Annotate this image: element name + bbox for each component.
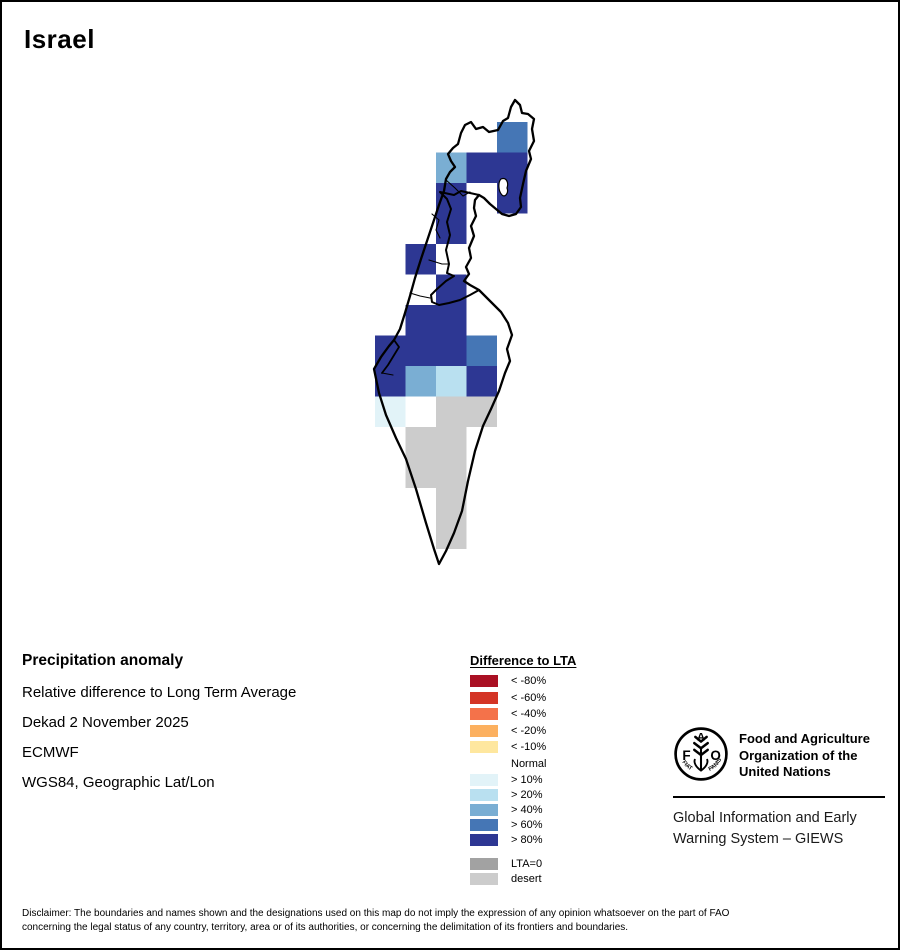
legend-label: < -60% (511, 691, 547, 704)
legend-item-normal: Normal (470, 758, 620, 770)
info-heading: Precipitation anomaly (22, 652, 184, 669)
legend-item-neg40: < -40% (470, 708, 620, 720)
fao-logo-letter-f: F (682, 748, 690, 763)
legend-item-neg20: < -20% (470, 724, 620, 737)
legend-swatch-pos60 (470, 819, 498, 831)
info-line-dekad: Dekad 2 November 2025 (22, 714, 189, 731)
legend-label: Normal (511, 757, 547, 770)
map-cell-pos80 (436, 335, 467, 366)
legend-swatch-pos10 (470, 774, 498, 786)
legend-swatch-lta0 (470, 858, 498, 870)
fao-block: F O A FIAT PANIS Food and Agriculture Or… (673, 726, 885, 850)
fao-org-line: Food and Agriculture (739, 731, 870, 746)
legend-item-neg60: < -60% (470, 691, 620, 704)
legend-title: Difference to LTA (470, 653, 577, 668)
info-line-projection: WGS84, Geographic Lat/Lon (22, 774, 215, 791)
legend-item-pos80: > 80% (470, 834, 620, 846)
legend-label: > 60% (511, 819, 543, 831)
legend-label: < -40% (511, 708, 547, 720)
map-cell-pos60 (466, 335, 497, 366)
map-cell-pos20 (436, 366, 467, 397)
map-cell-pos80 (466, 366, 497, 397)
legend-label: > 40% (511, 804, 543, 816)
legend-swatch-pos20 (470, 789, 498, 801)
legend-swatch-neg10 (470, 741, 498, 753)
fao-logo-letter-o: O (710, 748, 720, 763)
gaza-boundary (381, 339, 400, 374)
fao-logo-icon: F O A FIAT PANIS (674, 727, 728, 781)
legend-swatch-neg40 (470, 708, 498, 720)
map-cell-desert (466, 396, 497, 427)
legend-item-pos10: > 10% (470, 774, 620, 786)
legend-item-neg80: < -80% (470, 675, 620, 687)
legend-item-desert: desert (470, 873, 620, 885)
fao-divider (673, 796, 885, 798)
legend-label: < -20% (511, 724, 547, 737)
legend: Difference to LTA < -80% < -60% < -40% < -2… (470, 653, 620, 888)
map-cell-normal (405, 396, 436, 427)
legend-items: < -80% < -60% < -40% < -20% < -10% Normal > 10… (470, 675, 620, 885)
legend-swatch-pos40 (470, 804, 498, 816)
map-cell-desert (436, 518, 467, 549)
map-cell-pos80 (436, 274, 467, 305)
map-cell-pos60 (497, 122, 528, 153)
giews-caption: Global Information and Early Warning Sys… (673, 808, 885, 850)
west-bank-boundary (430, 190, 480, 306)
map-cell-desert (436, 457, 467, 488)
info-line-source: ECMWF (22, 744, 79, 761)
giews-line: Warning System – GIEWS (673, 831, 844, 847)
legend-item-pos40: > 40% (470, 804, 620, 816)
fao-logo-letter-a: A (697, 732, 705, 744)
map-cell-desert (436, 427, 467, 458)
legend-swatch-neg80 (470, 675, 498, 687)
map-cell-pos80 (466, 152, 497, 183)
legend-label: > 80% (511, 834, 543, 846)
country-outline (372, 98, 536, 566)
legend-swatch-desert (470, 873, 498, 885)
legend-swatch-pos80 (470, 834, 498, 846)
legend-label: < -80% (511, 675, 547, 687)
legend-item-lta0: LTA=0 (470, 858, 620, 870)
legend-swatch-neg60 (470, 691, 498, 704)
legend-label: LTA=0 (511, 858, 543, 870)
legend-label: > 10% (511, 774, 543, 786)
map-cell-desert (405, 427, 436, 458)
map-cell-pos80 (405, 305, 436, 336)
map-cell-pos40 (405, 366, 436, 397)
disclaimer-line: Disclaimer: The boundaries and names sho… (22, 908, 730, 919)
disclaimer-line: concerning the legal status of any count… (22, 921, 629, 933)
legend-label: > 20% (511, 789, 543, 801)
map-cell-pos80 (436, 305, 467, 336)
legend-gap (470, 849, 620, 858)
fao-org-name: Food and Agriculture Organization of the… (739, 726, 870, 782)
legend-item-pos20: > 20% (470, 789, 620, 801)
fao-org-line: United Nations (739, 764, 831, 779)
map-cell-pos80 (405, 335, 436, 366)
map-cell-pos40 (436, 152, 467, 183)
sea-of-galilee (498, 177, 509, 197)
legend-item-neg10: < -10% (470, 741, 620, 753)
disclaimer: Disclaimer: The boundaries and names sho… (22, 907, 888, 934)
giews-line: Global Information and Early (673, 810, 857, 826)
map-cell-desert (436, 396, 467, 427)
map-info-block: Precipitation anomaly Relative differenc… (22, 652, 296, 805)
map-cell-pos80 (375, 366, 406, 397)
legend-swatch-neg20 (470, 724, 498, 737)
page-title: Israel (24, 24, 95, 54)
map-cell-pos80 (497, 152, 528, 183)
fao-org-line: Organization of the (739, 747, 858, 763)
info-line-method: Relative difference to Long Term Average (22, 684, 297, 701)
legend-item-pos60: > 60% (470, 819, 620, 831)
legend-label: < -10% (511, 741, 547, 753)
map-cell-pos80 (436, 213, 467, 244)
legend-label: desert (511, 873, 542, 885)
